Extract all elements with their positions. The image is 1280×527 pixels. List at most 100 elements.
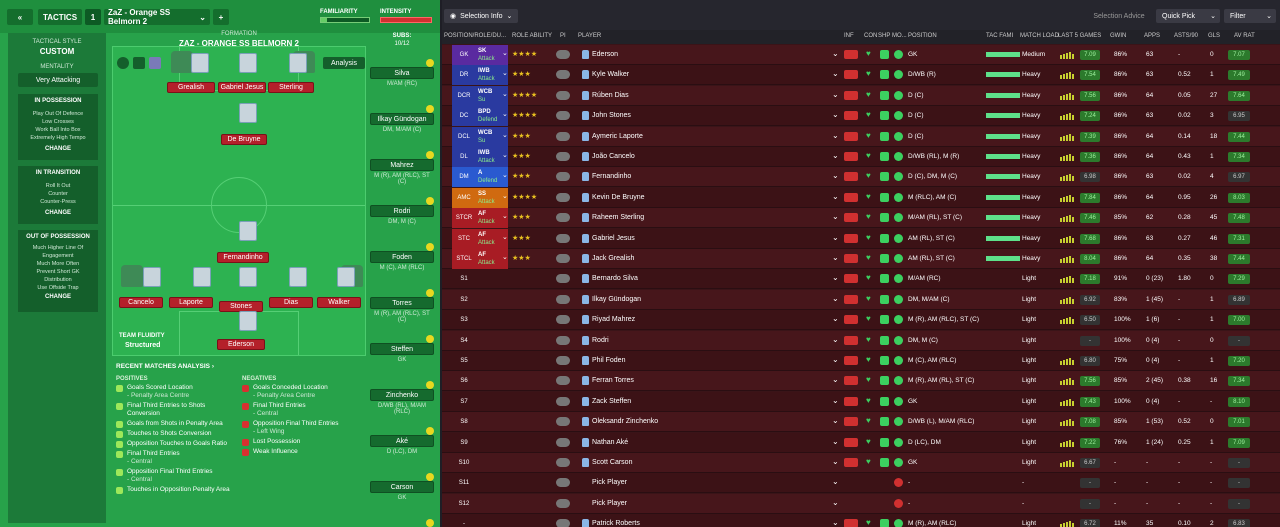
pi-toggle[interactable] <box>556 437 570 447</box>
injury-icon[interactable] <box>844 90 858 100</box>
injury-icon[interactable] <box>844 376 858 386</box>
pi-toggle[interactable] <box>556 498 570 508</box>
pitch-player-debruyne[interactable]: De Bruyne <box>221 134 267 145</box>
back-button[interactable]: « <box>7 9 33 25</box>
column-header[interactable]: ASTS/90 <box>1174 33 1199 39</box>
pitch-player-ederson[interactable]: Ederson <box>217 339 265 350</box>
column-header[interactable]: CON <box>864 33 878 39</box>
position-badge[interactable]: DR <box>452 65 476 86</box>
player-name[interactable]: Bernardo Silva <box>592 275 638 283</box>
swap-icon[interactable] <box>426 335 434 343</box>
pitch-player-grealish[interactable]: Grealish <box>167 82 215 93</box>
swap-icon[interactable] <box>426 197 434 205</box>
chevron-down-icon[interactable]: ⌄ <box>832 191 839 201</box>
player-name[interactable]: Ilkay Gündogan <box>592 295 642 303</box>
chevron-down-icon[interactable]: ⌄ <box>832 69 839 79</box>
player-name[interactable]: Oleksandr Zinchenko <box>592 418 659 426</box>
sub-player-button[interactable]: Torres <box>370 297 434 309</box>
player-name[interactable]: Kevin De Bruyne <box>592 193 645 201</box>
swap-icon[interactable] <box>426 427 434 435</box>
swap-icon[interactable] <box>426 289 434 297</box>
column-header[interactable]: POSITION <box>908 33 937 39</box>
chevron-down-icon[interactable]: ⌄ <box>832 171 839 181</box>
chevron-down-icon[interactable]: ⌄ <box>832 436 839 446</box>
chevron-down-icon[interactable]: ⌄ <box>832 334 839 344</box>
position-badge[interactable]: DCL <box>452 126 476 147</box>
filter-button[interactable]: Filter ⌄ <box>1224 9 1276 23</box>
role-select[interactable]: A Defend <box>476 167 508 188</box>
player-row[interactable]: AMC SS Attack ⌄ ★★★★ Kevin De Bruyne ⌄ ♥ M (RLC)… <box>442 187 1280 208</box>
chevron-down-icon[interactable]: ⌄ <box>832 355 839 364</box>
position-badge[interactable]: S8 <box>460 419 468 426</box>
chevron-down-icon[interactable]: ⌄ <box>832 110 839 120</box>
chevron-down-icon[interactable]: ⌄ <box>832 457 839 466</box>
column-header[interactable]: PLAYER <box>578 33 602 39</box>
swap-icon[interactable] <box>426 243 434 251</box>
mentality-select[interactable]: Very Attacking <box>18 73 98 87</box>
role-select[interactable]: AF Attack <box>476 249 508 269</box>
pi-toggle[interactable] <box>556 70 570 80</box>
chevron-down-icon[interactable]: ⌄ <box>832 151 839 160</box>
injury-icon[interactable] <box>844 111 858 121</box>
tactics-tab[interactable]: TACTICS <box>38 9 82 25</box>
position-badge[interactable]: STCR <box>452 208 476 229</box>
player-row[interactable]: S1 Bernardo Silva ⌄ ♥ M/AM (RC) Light 7.18 91% 0… <box>442 269 1280 290</box>
column-header[interactable]: AV RAT <box>1234 33 1255 39</box>
player-avatar[interactable] <box>337 267 355 287</box>
player-name[interactable]: Aymeric Laporte <box>592 132 643 140</box>
injury-icon[interactable] <box>844 274 858 284</box>
swap-icon[interactable] <box>426 151 434 159</box>
player-row[interactable]: S12 Pick Player ⌄ - - - - - - - - <box>442 493 1280 514</box>
chevron-down-icon[interactable]: ⌄ <box>832 232 839 242</box>
chevron-down-icon[interactable]: ⌄ <box>832 293 839 303</box>
sub-player-button[interactable]: Mahrez <box>370 159 434 171</box>
role-select[interactable]: IWB Attack <box>476 65 508 86</box>
chevron-down-icon[interactable]: ⌄ <box>832 518 839 527</box>
player-name[interactable]: Fernandinho <box>592 173 632 181</box>
player-avatar[interactable] <box>239 221 257 241</box>
player-name[interactable]: Phil Foden <box>592 357 626 364</box>
column-header[interactable]: APPS <box>1144 33 1161 39</box>
player-row[interactable]: GK SK Attack ⌄ ★★★★ Ederson ⌄ ♥ GK Medium 7.09 86% 6… <box>442 45 1280 65</box>
pitch-player-dias[interactable]: Dias <box>269 297 313 308</box>
player-row[interactable]: S10 Scott Carson ⌄ ♥ GK Light 6.67 - - - - - <box>442 453 1280 473</box>
player-row[interactable]: S3 Riyad Mahrez ⌄ ♥ M (R), AM (RLC), ST (C) L… <box>442 310 1280 331</box>
pitch-player-jesus[interactable]: Gabriel Jesus <box>218 82 266 93</box>
position-badge[interactable]: STCL <box>452 249 476 269</box>
in-transition-change-button[interactable]: CHANGE <box>44 210 71 216</box>
player-row[interactable]: DC BPD Defend ⌄ ★★★★ John Stones ⌄ ♥ D (C) Heavy 7… <box>442 106 1280 127</box>
player-avatar[interactable] <box>193 267 211 287</box>
chevron-down-icon[interactable]: ⌄ <box>832 416 839 426</box>
position-badge[interactable]: DL <box>452 147 476 167</box>
position-badge[interactable]: DM <box>452 167 476 188</box>
injury-icon[interactable] <box>844 70 858 80</box>
chevron-down-icon[interactable]: ⌄ <box>832 130 839 140</box>
chevron-down-icon[interactable]: ⌄ <box>832 253 839 262</box>
position-badge[interactable]: S6 <box>460 378 468 385</box>
player-row[interactable]: S6 Ferran Torres ⌄ ♥ M (R), AM (RL), ST (C) L… <box>442 371 1280 392</box>
role-select[interactable]: WCB Su <box>476 126 508 147</box>
out-possession-change-button[interactable]: CHANGE <box>44 294 71 300</box>
injury-icon[interactable] <box>844 294 858 304</box>
injury-icon[interactable] <box>844 335 858 345</box>
pitch-player-laporte[interactable]: Laporte <box>169 297 213 308</box>
column-header[interactable]: PI <box>560 33 566 39</box>
player-name[interactable]: Pick Player <box>592 479 628 487</box>
pi-toggle[interactable] <box>556 274 570 284</box>
swap-icon[interactable] <box>426 473 434 481</box>
injury-icon[interactable] <box>844 50 858 59</box>
injury-icon[interactable] <box>844 192 858 202</box>
sub-player-button[interactable]: Foden <box>370 251 434 263</box>
player-name[interactable]: Patrick Roberts <box>592 520 640 527</box>
add-tactic-button[interactable]: + <box>213 9 229 25</box>
tactic-select[interactable]: ZaZ - Orange SS Belmorn 2 ⌄ <box>104 8 210 26</box>
position-badge[interactable]: DC <box>452 106 476 127</box>
pi-toggle[interactable] <box>556 50 570 59</box>
player-name[interactable]: Jack Grealish <box>592 255 635 262</box>
chevron-down-icon[interactable]: ⌄ <box>832 375 839 385</box>
player-name[interactable]: Scott Carson <box>592 459 633 466</box>
player-row[interactable]: DCR WCB Su ⌄ ★★★★ Rúben Dias ⌄ ♥ D (C) Heavy 7.56 8… <box>442 85 1280 106</box>
player-row[interactable]: STC AF Attack ⌄ ★★★ Gabriel Jesus ⌄ ♥ AM (RL), S… <box>442 228 1280 249</box>
pi-toggle[interactable] <box>556 213 570 223</box>
pitch-player-fernandinho[interactable]: Fernandinho <box>217 252 269 263</box>
